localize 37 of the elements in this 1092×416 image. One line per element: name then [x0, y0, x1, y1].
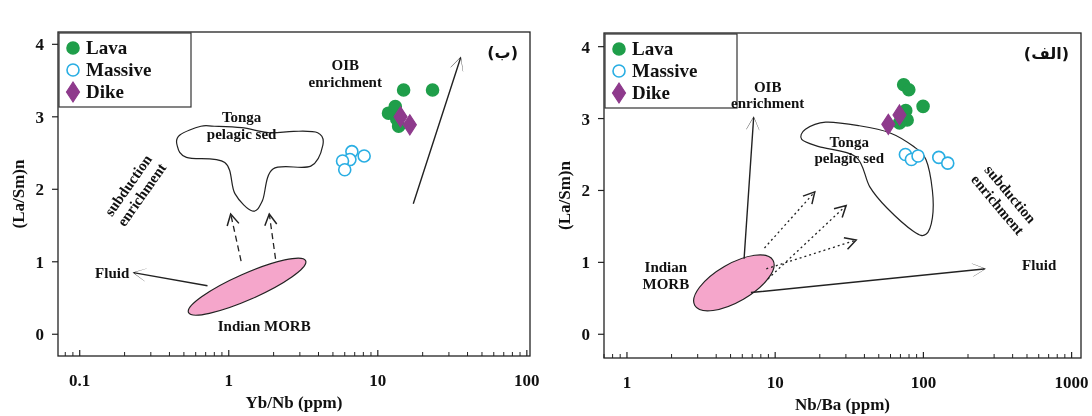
x-tick-label: 1000: [1054, 373, 1089, 392]
legend-label: Lava: [632, 38, 674, 59]
x-tick-label: 10: [369, 371, 387, 390]
legend-label: Dike: [86, 81, 124, 102]
y-tick-label: 0: [35, 325, 44, 345]
x-tick-label: 1: [622, 373, 632, 392]
x-tick-label: 1: [224, 371, 234, 390]
annotation: Indian MORB: [642, 259, 690, 292]
x-tick-label: 10: [766, 373, 784, 392]
annotation: Fluid: [1022, 257, 1057, 274]
x-tick-label: 100: [514, 371, 540, 390]
legend-label: Dike: [632, 82, 670, 103]
y-tick-label: 4: [35, 35, 45, 55]
y-tick-label: 3: [581, 109, 590, 129]
text: (الف): [1023, 44, 1069, 63]
x-axis-title: Nb/Ba (ppm): [795, 395, 890, 414]
legend-label: Massive: [86, 59, 152, 80]
text: (ب): [487, 43, 518, 62]
annotation: OIB enrichment: [731, 78, 805, 112]
y-tick-label: 3: [35, 107, 44, 127]
y-tick-label: 4: [581, 37, 591, 57]
y-tick-label: 0: [581, 325, 590, 345]
legend-label: Lava: [86, 37, 128, 58]
y-tick-label: 2: [35, 180, 44, 200]
annotation: Tonga pelagic sed: [814, 133, 885, 167]
x-tick-label: 0.1: [69, 371, 91, 390]
y-tick-label: 2: [581, 181, 590, 201]
annotation: OIB enrichment: [308, 57, 382, 90]
x-axis-title: Yb/Nb (ppm): [245, 393, 343, 412]
y-axis-title: (La/Sm)n: [555, 160, 574, 230]
y-tick-label: 1: [581, 253, 590, 273]
legend-label: Massive: [632, 60, 698, 81]
annotation: Indian MORB: [217, 318, 311, 335]
y-axis-title: (La/Sm)n: [9, 158, 28, 229]
y-tick-label: 1: [35, 252, 44, 272]
x-tick-label: 100: [910, 373, 937, 392]
annotation: Fluid: [95, 264, 130, 281]
